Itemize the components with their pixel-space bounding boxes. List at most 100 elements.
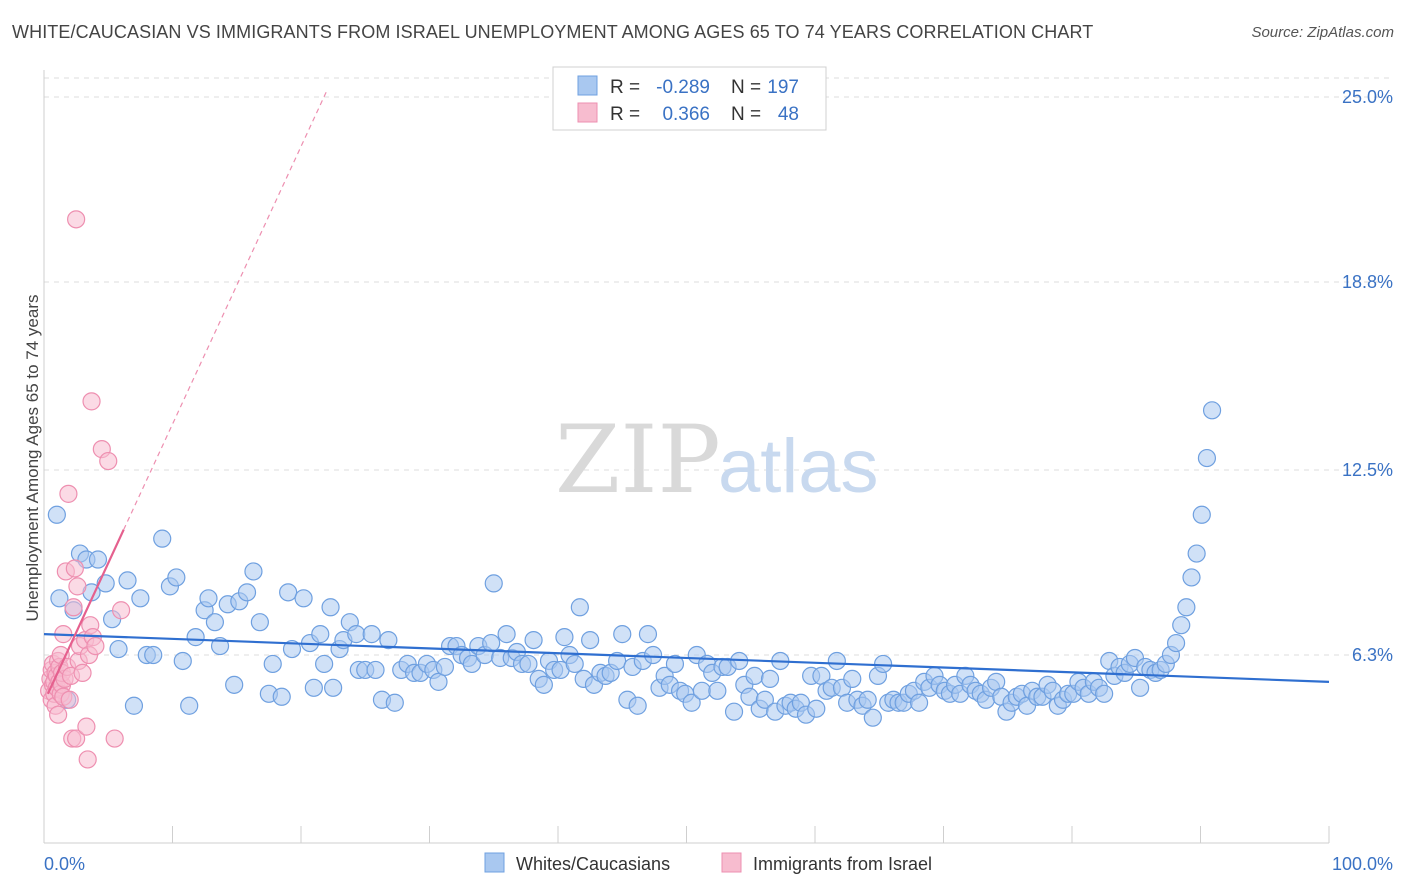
israel-trend-line — [46, 529, 125, 695]
whites-point — [1131, 678, 1150, 697]
legend-n-label-whites: N = — [731, 77, 761, 98]
israel-point — [77, 717, 96, 736]
whites-point — [47, 505, 66, 524]
israel-point — [59, 484, 78, 503]
israel-point — [68, 577, 87, 596]
whites-point — [88, 550, 108, 569]
chart-source: Source: ZipAtlas.com — [1251, 24, 1394, 41]
whites-point — [315, 654, 334, 674]
whites-point — [1192, 505, 1211, 524]
y-tick-label: 12.5% — [1342, 460, 1393, 480]
whites-point — [362, 625, 381, 644]
israel-point — [65, 559, 84, 578]
whites-point — [311, 625, 330, 644]
top-legend: R = -0.289 N = 197 R = 0.366 N = 48 — [552, 66, 827, 131]
whites-point — [124, 696, 144, 715]
whites-point — [304, 678, 323, 697]
whites-point — [321, 598, 340, 617]
israel-point — [86, 636, 105, 656]
whites-point — [827, 651, 846, 671]
whites-point — [608, 651, 627, 671]
x-tick-label-max: 100.0% — [1332, 854, 1393, 874]
whites-point — [144, 645, 163, 665]
whites-point — [1187, 544, 1206, 563]
whites-point — [250, 613, 269, 632]
y-tick-label: 25.0% — [1342, 87, 1393, 107]
y-tick-labels: 6.3% 12.5% 18.8% 25.0% — [1342, 87, 1393, 665]
legend-r-value-israel: 0.366 — [662, 104, 710, 125]
israel-point — [67, 210, 86, 229]
whites-point — [519, 654, 538, 674]
whites-point — [272, 687, 291, 706]
whites-point — [1095, 684, 1114, 703]
bottom-legend-label-whites: Whites/Caucasians — [516, 854, 670, 874]
legend-swatch-israel — [577, 102, 598, 123]
whites-point — [1172, 616, 1191, 635]
whites-point — [347, 625, 366, 644]
trend-lines — [43, 90, 1330, 695]
whites-point — [1202, 401, 1222, 420]
whites-point — [755, 690, 774, 709]
israel-point — [60, 690, 79, 709]
chart-title: WHITE/CAUCASIAN VS IMMIGRANTS FROM ISRAE… — [12, 22, 1094, 42]
whites-point — [294, 589, 313, 608]
axes — [43, 70, 1330, 844]
whites-point — [628, 696, 647, 715]
whites-point — [244, 562, 263, 581]
whites-point — [524, 630, 543, 650]
whites-point — [1166, 633, 1186, 653]
israel-point — [82, 392, 101, 411]
watermark-atlas: atlas — [718, 424, 879, 509]
whites-point — [692, 681, 712, 700]
whites-point — [760, 669, 780, 688]
series-whites-points — [47, 401, 1222, 727]
y-tick-label: 18.8% — [1342, 272, 1393, 292]
israel-point — [111, 601, 131, 620]
whites-point — [180, 696, 199, 715]
whites-point — [279, 583, 298, 602]
legend-r-label-israel: R = — [610, 104, 640, 125]
whites-point — [199, 589, 218, 608]
israel-point — [78, 750, 97, 769]
whites-point — [109, 639, 128, 659]
watermark: ZIP atlas — [555, 406, 879, 515]
legend-r-value-whites: -0.289 — [656, 77, 710, 98]
whites-point — [643, 645, 663, 665]
israel-trend-extension — [123, 90, 328, 530]
whites-point — [497, 625, 516, 644]
whites-point — [205, 613, 225, 632]
legend-n-label-israel: N = — [731, 104, 761, 125]
whites-trend-line — [43, 633, 1330, 683]
whites-point — [843, 669, 862, 688]
watermark-zip: ZIP — [555, 406, 721, 515]
whites-point — [555, 628, 574, 647]
bottom-legend-swatch-whites — [484, 852, 505, 873]
whites-point — [167, 568, 186, 587]
whites-point — [263, 654, 282, 674]
whites-point — [863, 708, 882, 727]
israel-point — [73, 663, 92, 683]
whites-point — [565, 654, 584, 674]
whites-point — [237, 583, 257, 602]
whites-point — [724, 702, 744, 721]
whites-point — [225, 675, 244, 694]
whites-point — [131, 589, 150, 608]
whites-point — [682, 693, 701, 712]
whites-point — [909, 693, 929, 712]
israel-point — [49, 705, 68, 724]
x-tick-labels: 0.0% 100.0% — [44, 854, 1393, 874]
whites-point — [379, 630, 398, 650]
whites-point — [482, 633, 501, 653]
whites-point — [1182, 568, 1201, 587]
whites-point — [282, 639, 302, 659]
whites-point — [534, 675, 553, 694]
legend-n-value-israel: 48 — [778, 104, 799, 125]
bottom-legend: Whites/Caucasians Immigrants from Israel — [484, 852, 932, 874]
top-legend-box — [552, 66, 827, 131]
whites-point — [638, 625, 658, 644]
whites-point — [745, 666, 764, 685]
whites-point — [807, 699, 826, 718]
israel-point — [99, 451, 118, 471]
x-tick-label-min: 0.0% — [44, 854, 85, 874]
